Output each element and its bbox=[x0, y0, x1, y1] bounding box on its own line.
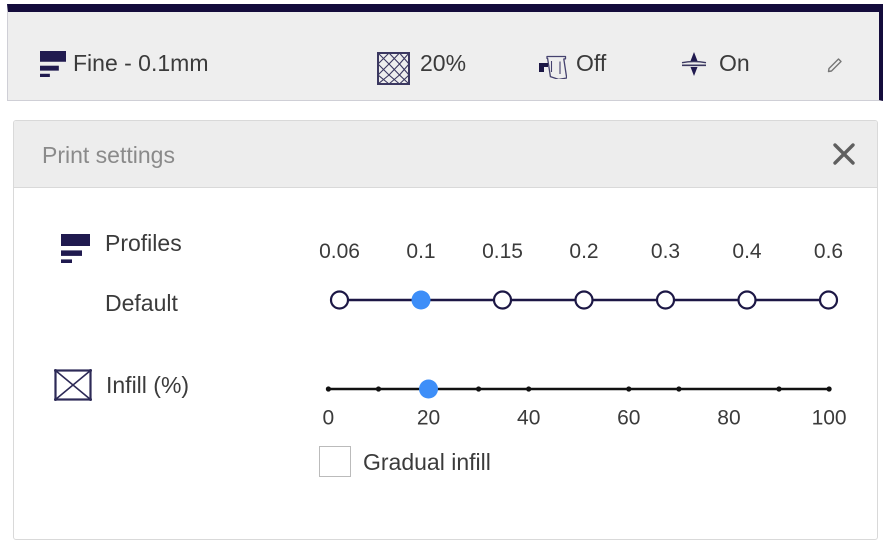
svg-text:0: 0 bbox=[323, 407, 335, 430]
svg-text:60: 60 bbox=[617, 407, 640, 430]
svg-text:40: 40 bbox=[517, 407, 540, 430]
svg-text:20: 20 bbox=[417, 407, 440, 430]
svg-text:80: 80 bbox=[717, 407, 740, 430]
svg-text:100: 100 bbox=[812, 407, 847, 430]
